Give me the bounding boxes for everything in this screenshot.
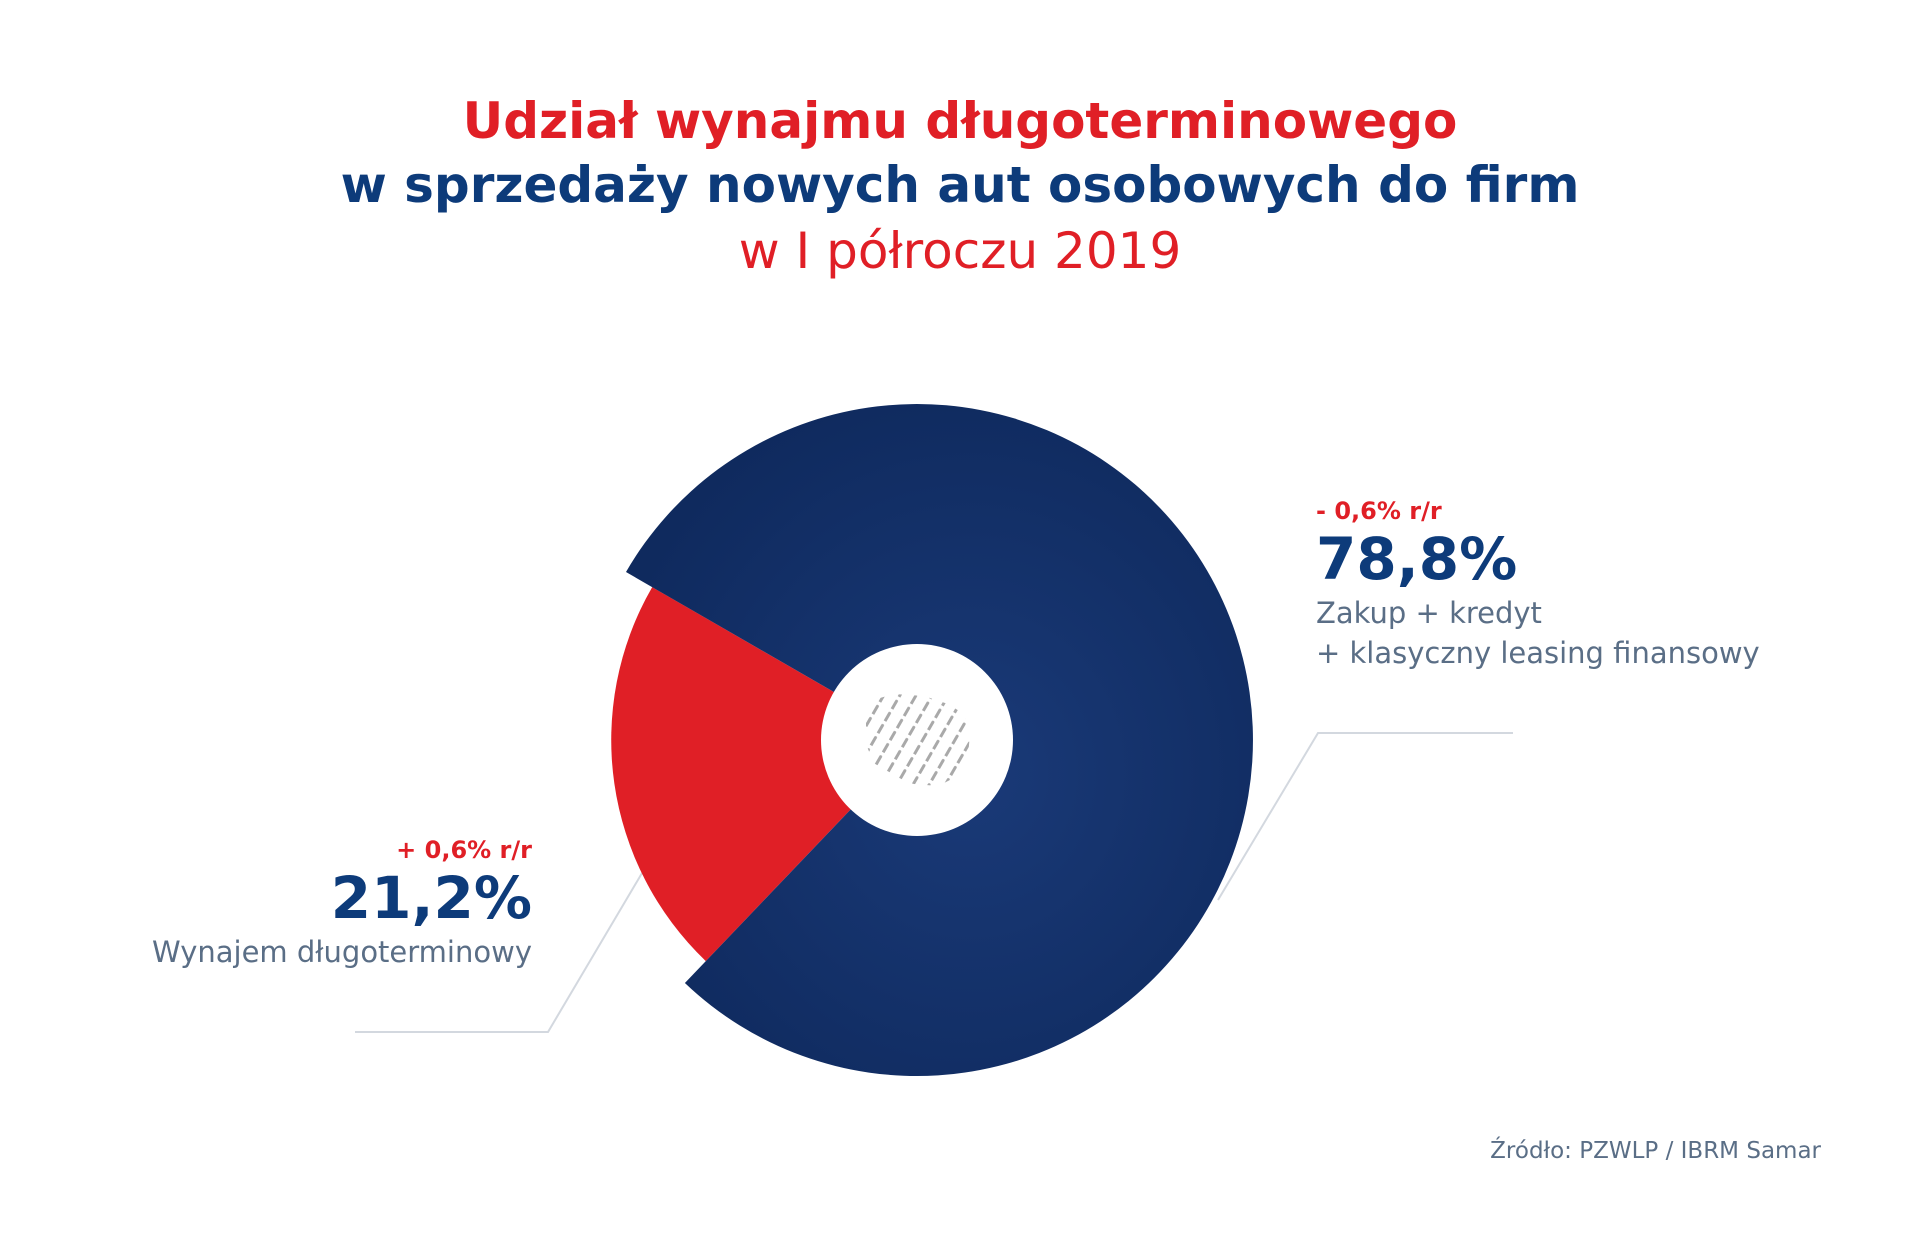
- leader-line-right: [1217, 732, 1513, 901]
- slice-value-rental: 21,2%: [330, 864, 532, 932]
- chart-title-line-2: w sprzedaży nowych aut osobowych do firm: [340, 156, 1580, 214]
- pie-slice-rental: [611, 587, 917, 962]
- slice-change-purchase: - 0,6% r/r: [1316, 497, 1442, 525]
- leader-line-left: [355, 867, 646, 1033]
- slice-value-purchase: 78,8%: [1316, 525, 1518, 593]
- leader-lines: [355, 732, 1513, 1033]
- slice-change-rental: + 0,6% r/r: [396, 836, 532, 864]
- slice-name-rental: Wynajem długoterminowy: [152, 935, 532, 969]
- source-note: Źródło: PZWLP / IBRM Samar: [1490, 1138, 1821, 1164]
- chart-title-line-1: Udział wynajmu długoterminowego: [462, 92, 1458, 150]
- slice-name-purchase-line-1: Zakup + kredyt: [1316, 596, 1542, 630]
- slice-label-purchase: - 0,6% r/r 78,8% Zakup + kredyt + klasyc…: [1316, 497, 1760, 673]
- slice-name-purchase-line-2: + klasyczny leasing finansowy: [1316, 636, 1760, 670]
- poland-map-icon: [866, 694, 970, 786]
- chart-title-line-3: w I półroczu 2019: [738, 222, 1182, 280]
- slice-label-rental: + 0,6% r/r 21,2% Wynajem długoterminowy: [152, 836, 532, 972]
